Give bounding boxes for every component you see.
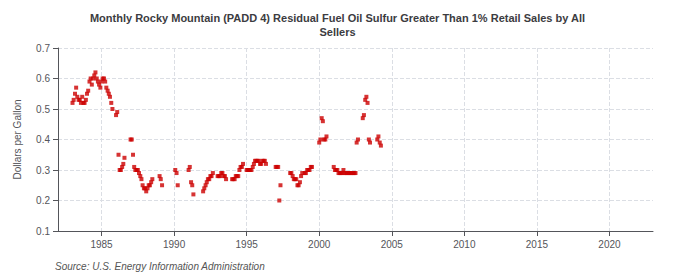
svg-text:1990: 1990 xyxy=(163,239,186,250)
svg-text:1985: 1985 xyxy=(90,239,113,250)
svg-text:2005: 2005 xyxy=(381,239,404,250)
svg-text:Source: U.S. Energy Informatio: Source: U.S. Energy Information Administ… xyxy=(55,261,265,272)
svg-text:0.6: 0.6 xyxy=(36,73,50,84)
svg-text:2000: 2000 xyxy=(308,239,331,250)
svg-text:0.3: 0.3 xyxy=(36,165,50,176)
svg-text:0.4: 0.4 xyxy=(36,134,50,145)
svg-text:2020: 2020 xyxy=(598,239,621,250)
svg-text:0.7: 0.7 xyxy=(36,43,50,54)
svg-text:2015: 2015 xyxy=(526,239,549,250)
svg-text:0.5: 0.5 xyxy=(36,104,50,115)
svg-text:Sellers: Sellers xyxy=(319,26,355,38)
svg-text:1995: 1995 xyxy=(236,239,259,250)
svg-text:Dollars per Gallon: Dollars per Gallon xyxy=(12,99,23,179)
svg-text:0.1: 0.1 xyxy=(36,226,50,237)
svg-text:Monthly Rocky Mountain (PADD 4: Monthly Rocky Mountain (PADD 4) Residual… xyxy=(90,12,585,24)
svg-text:2010: 2010 xyxy=(453,239,476,250)
svg-text:0.2: 0.2 xyxy=(36,195,50,206)
